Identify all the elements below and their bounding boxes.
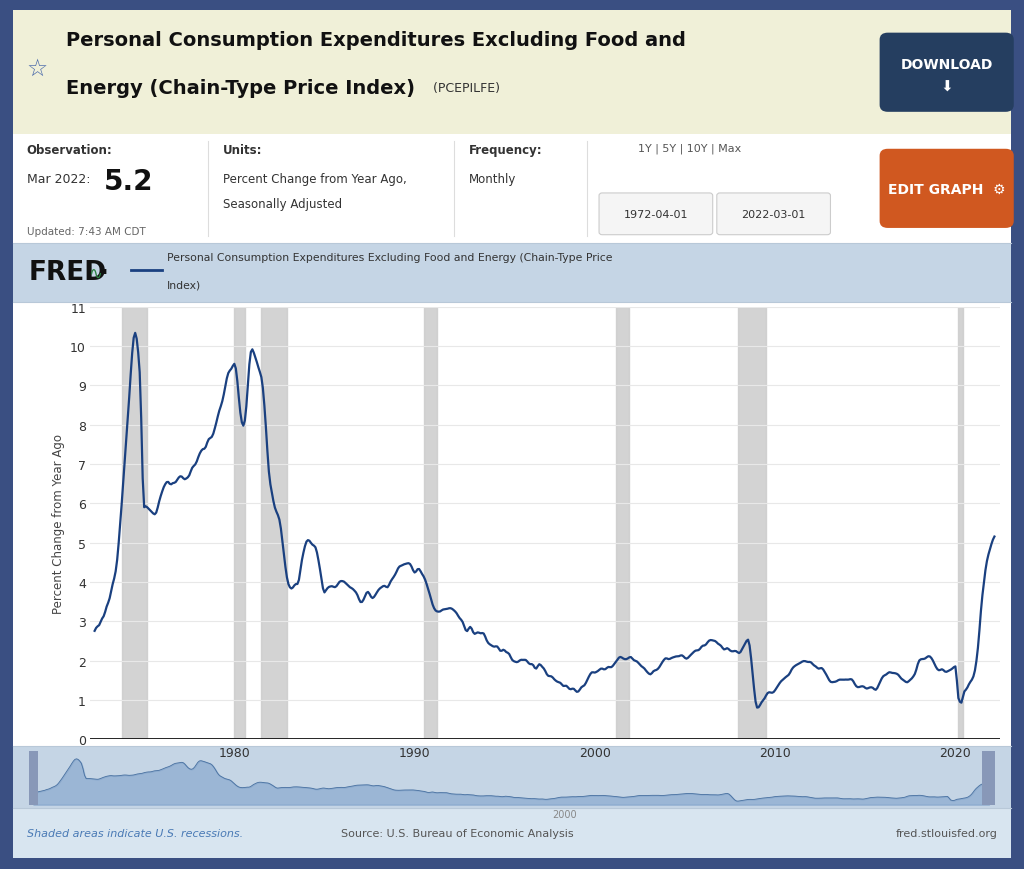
Bar [234,308,245,740]
Bar [261,308,287,740]
Text: Personal Consumption Expenditures Excluding Food and Energy (Chain-Type Price: Personal Consumption Expenditures Exclud… [167,253,612,262]
Bar [616,308,630,740]
Text: Shaded areas indicate U.S. recessions.: Shaded areas indicate U.S. recessions. [27,828,243,838]
Bar [13,303,1011,746]
Text: 1Y | 5Y | 10Y | Max: 1Y | 5Y | 10Y | Max [638,143,740,154]
FancyBboxPatch shape [717,194,830,235]
Text: DOWNLOAD: DOWNLOAD [900,58,993,72]
Text: (PCEPILFE): (PCEPILFE) [429,83,500,96]
Text: Mar 2022:: Mar 2022: [27,173,90,186]
Text: ☆: ☆ [27,56,48,81]
Text: FRED: FRED [29,260,106,286]
FancyBboxPatch shape [599,194,713,235]
Text: Personal Consumption Expenditures Excluding Food and: Personal Consumption Expenditures Exclud… [66,30,685,50]
Text: Observation:: Observation: [27,143,113,156]
Text: 1972-04-01: 1972-04-01 [624,209,688,220]
Bar [13,11,1011,135]
Text: 5.2: 5.2 [103,168,153,196]
Bar [13,746,1011,808]
Bar [13,135,1011,243]
Text: Updated: 7:43 AM CDT: Updated: 7:43 AM CDT [27,226,145,236]
Text: ∿: ∿ [88,264,102,282]
Bar [958,308,963,740]
Bar [13,808,1011,858]
Text: Index): Index) [167,280,201,290]
Bar [13,243,1011,303]
Bar [424,308,437,740]
Text: .: . [98,253,109,279]
Text: Seasonally Adjusted: Seasonally Adjusted [223,197,342,210]
Text: Monthly: Monthly [469,173,516,186]
Text: ⬇: ⬇ [940,80,953,95]
Text: Percent Change from Year Ago,: Percent Change from Year Ago, [223,173,407,186]
Text: Energy (Chain-Type Price Index): Energy (Chain-Type Price Index) [66,79,415,98]
Bar [982,752,995,805]
FancyBboxPatch shape [880,34,1014,113]
Text: 2022-03-01: 2022-03-01 [741,209,806,220]
FancyBboxPatch shape [880,149,1014,229]
Text: Frequency:: Frequency: [469,143,543,156]
Y-axis label: Percent Change from Year Ago: Percent Change from Year Ago [51,434,65,614]
Text: Units:: Units: [223,143,263,156]
Text: fred.stlouisfed.org: fred.stlouisfed.org [896,828,997,838]
Bar [737,308,766,740]
Bar [29,752,38,805]
Bar [122,308,147,740]
Text: 2000: 2000 [552,809,577,819]
Text: EDIT GRAPH  ⚙: EDIT GRAPH ⚙ [888,182,1006,196]
Text: Source: U.S. Bureau of Economic Analysis: Source: U.S. Bureau of Economic Analysis [341,828,573,838]
